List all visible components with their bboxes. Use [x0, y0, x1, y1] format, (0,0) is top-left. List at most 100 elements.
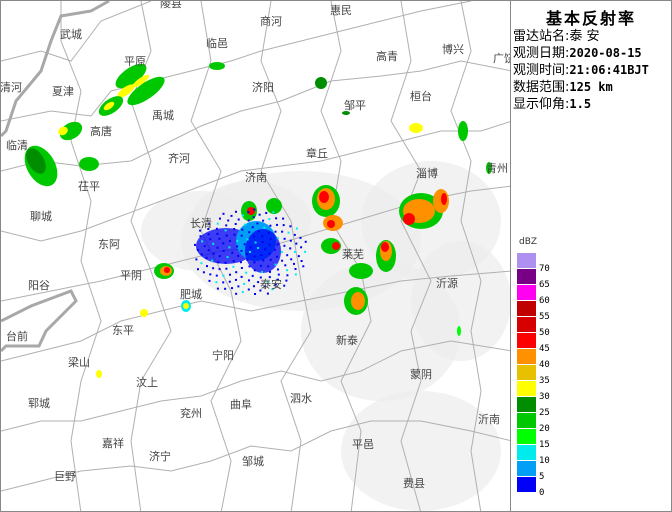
clutter-pixel [236, 245, 239, 248]
range-row: 数据范围:125 km [511, 79, 671, 96]
clutter-pixel [215, 227, 218, 230]
city-label: 新泰 [336, 334, 358, 347]
clutter-pixel [203, 245, 206, 248]
clutter-pixel [234, 223, 237, 225]
clutter-pixel [245, 271, 248, 274]
clutter-pixel [295, 227, 298, 230]
clutter-pixel [247, 219, 250, 222]
city-label: 沂南 [478, 413, 500, 426]
city-label: 台前 [6, 330, 28, 343]
clutter-pixel [215, 274, 218, 277]
legend-swatch [517, 285, 536, 300]
clutter-pixel [247, 211, 250, 214]
clutter-pixel [302, 265, 305, 268]
clutter-pixel [276, 237, 279, 240]
legend-value: 30 [539, 392, 550, 402]
clutter-pixel [199, 229, 202, 232]
clutter-pixel [282, 217, 285, 220]
clutter-pixel [253, 285, 255, 288]
clutter-pixel [269, 258, 272, 261]
clutter-pixel [283, 237, 286, 240]
city-label: 东平 [112, 324, 134, 337]
clutter-pixel [208, 279, 211, 282]
clutter-pixel [248, 265, 251, 268]
clutter-pixel [207, 233, 210, 236]
clutter-pixel [300, 260, 303, 262]
clutter-pixel [246, 238, 249, 241]
clutter-pixel [240, 249, 243, 252]
clutter-pixel [225, 224, 228, 227]
radar-echo [115, 63, 147, 89]
radar-echo [332, 242, 340, 250]
elevation-value: 1.5 [569, 97, 592, 111]
legend-swatch [517, 413, 536, 428]
clutter-pixel [218, 255, 221, 258]
clutter-pixel [277, 278, 279, 281]
radar-echo [117, 84, 135, 98]
clutter-pixel [237, 254, 240, 257]
radar-echo [342, 111, 350, 115]
clutter-pixel [235, 278, 237, 281]
clutter-pixel [282, 224, 285, 227]
clutter-pixel [272, 211, 275, 214]
clutter-pixel [294, 268, 297, 270]
clutter-pixel [241, 291, 244, 293]
clutter-pixel [253, 269, 256, 272]
date-value: 2020-08-15 [569, 46, 642, 60]
city-label: 嘉祥 [102, 437, 124, 450]
city-label: 曲阜 [230, 398, 252, 411]
clutter-pixel [259, 264, 262, 267]
clutter-pixel [222, 274, 225, 277]
legend-value: 70 [539, 264, 550, 274]
clutter-pixel [231, 287, 233, 290]
city-label: 东阿 [98, 238, 120, 251]
station-value: 泰 安 [569, 29, 600, 44]
clutter-pixel [276, 243, 279, 246]
clutter-pixel [268, 252, 271, 255]
clutter-pixel [247, 288, 250, 291]
map-canvas [1, 1, 510, 511]
clutter-pixel [294, 250, 296, 253]
radar-echo [79, 157, 99, 171]
clutter-pixel [261, 235, 264, 238]
clutter-pixel [267, 232, 270, 235]
legend-swatch [517, 381, 536, 396]
county-boundary [1, 420, 510, 492]
radar-echo [409, 123, 423, 133]
county-boundary [450, 1, 482, 511]
clutter-pixel [280, 251, 283, 253]
city-label: 茌平 [78, 180, 100, 193]
county-boundary [320, 1, 372, 511]
clutter-pixel [240, 234, 243, 237]
legend-swatch [517, 397, 536, 412]
info-panel: 基本反射率 雷达站名:泰 安 观测日期:2020-08-15 观测时间:21:0… [511, 0, 672, 512]
clutter-pixel [212, 242, 215, 245]
clutter-pixel [201, 240, 204, 243]
clutter-pixel [231, 251, 234, 254]
radar-echo [319, 191, 329, 203]
city-label: 清河 [0, 81, 22, 94]
radar-echo [247, 207, 255, 215]
city-label: 宁阳 [212, 349, 234, 362]
clutter-pixel [263, 285, 266, 288]
clutter-pixel [260, 254, 263, 257]
clutter-pixel [266, 292, 269, 295]
province-boundary [1, 289, 78, 353]
clutter-pixel [212, 267, 215, 270]
clutter-pixel [218, 268, 221, 271]
legend-item: 15 [517, 429, 550, 450]
clutter-pixel [216, 232, 219, 235]
clutter-pixel [249, 251, 251, 253]
clutter-pixel [217, 261, 220, 264]
clutter-pixel [235, 271, 238, 274]
clutter-pixel [277, 268, 279, 271]
legend-swatch [517, 317, 536, 332]
clutter-pixel [269, 224, 272, 227]
county-boundary [1, 1, 472, 122]
city-label: 梁山 [68, 356, 90, 369]
clutter-pixel [286, 274, 289, 277]
clutter-pixel [209, 273, 212, 276]
county-boundary [60, 1, 102, 511]
legend-swatch [517, 365, 536, 380]
radar-echo [315, 77, 327, 89]
